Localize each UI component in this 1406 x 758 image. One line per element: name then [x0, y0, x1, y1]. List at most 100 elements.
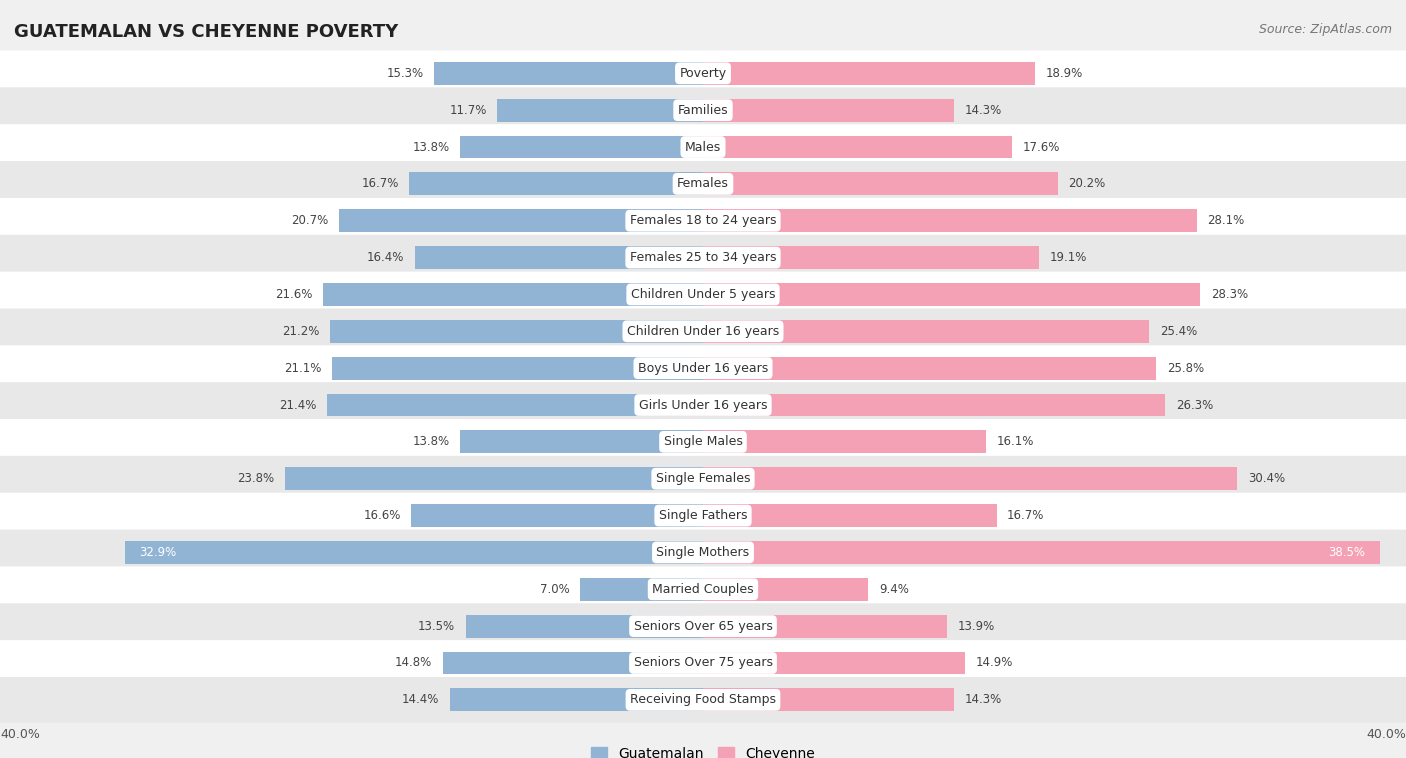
Bar — [703, 541, 1379, 564]
Text: Families: Families — [678, 104, 728, 117]
Text: 21.4%: 21.4% — [278, 399, 316, 412]
Bar — [703, 320, 1150, 343]
Bar — [412, 504, 703, 527]
Text: 40.0%: 40.0% — [0, 728, 39, 741]
Bar — [703, 393, 1166, 416]
Text: 25.8%: 25.8% — [1167, 362, 1204, 374]
Text: Females 25 to 34 years: Females 25 to 34 years — [630, 251, 776, 264]
Text: Children Under 5 years: Children Under 5 years — [631, 288, 775, 301]
FancyBboxPatch shape — [0, 161, 1406, 207]
Bar — [703, 99, 955, 121]
Text: 20.7%: 20.7% — [291, 215, 329, 227]
Text: 9.4%: 9.4% — [879, 583, 908, 596]
Text: 13.9%: 13.9% — [957, 619, 995, 633]
Text: Source: ZipAtlas.com: Source: ZipAtlas.com — [1258, 23, 1392, 36]
Text: 14.8%: 14.8% — [395, 656, 433, 669]
FancyBboxPatch shape — [0, 382, 1406, 428]
Text: 18.9%: 18.9% — [1046, 67, 1083, 80]
FancyBboxPatch shape — [0, 51, 1406, 96]
Bar — [703, 357, 1156, 380]
Bar — [328, 393, 703, 416]
Bar — [285, 467, 703, 490]
Text: Children Under 16 years: Children Under 16 years — [627, 324, 779, 338]
Text: GUATEMALAN VS CHEYENNE POVERTY: GUATEMALAN VS CHEYENNE POVERTY — [14, 23, 398, 41]
Text: 28.1%: 28.1% — [1208, 215, 1244, 227]
Bar — [330, 320, 703, 343]
Text: 14.3%: 14.3% — [965, 104, 1002, 117]
Text: 26.3%: 26.3% — [1175, 399, 1213, 412]
Text: 21.6%: 21.6% — [276, 288, 312, 301]
FancyBboxPatch shape — [0, 530, 1406, 575]
Bar — [703, 467, 1237, 490]
Text: 40.0%: 40.0% — [1367, 728, 1406, 741]
FancyBboxPatch shape — [0, 640, 1406, 686]
Bar — [461, 431, 703, 453]
Text: 17.6%: 17.6% — [1024, 140, 1060, 154]
Text: Males: Males — [685, 140, 721, 154]
Bar — [703, 578, 869, 600]
Text: 25.4%: 25.4% — [1160, 324, 1197, 338]
FancyBboxPatch shape — [0, 456, 1406, 502]
FancyBboxPatch shape — [0, 235, 1406, 280]
Bar — [498, 99, 703, 121]
Bar — [323, 283, 703, 306]
Text: 16.1%: 16.1% — [997, 435, 1033, 449]
FancyBboxPatch shape — [0, 198, 1406, 243]
FancyBboxPatch shape — [0, 493, 1406, 538]
Text: 11.7%: 11.7% — [450, 104, 486, 117]
Text: Single Males: Single Males — [664, 435, 742, 449]
FancyBboxPatch shape — [0, 346, 1406, 391]
Text: 14.4%: 14.4% — [402, 694, 439, 706]
Text: Boys Under 16 years: Boys Under 16 years — [638, 362, 768, 374]
Bar — [443, 652, 703, 675]
Text: 16.4%: 16.4% — [367, 251, 405, 264]
Bar — [703, 209, 1197, 232]
FancyBboxPatch shape — [0, 566, 1406, 612]
Bar — [415, 246, 703, 269]
Bar — [703, 136, 1012, 158]
Bar — [450, 688, 703, 711]
Text: 21.2%: 21.2% — [283, 324, 321, 338]
Text: Girls Under 16 years: Girls Under 16 years — [638, 399, 768, 412]
Text: 15.3%: 15.3% — [387, 67, 423, 80]
Bar — [703, 688, 955, 711]
Bar — [339, 209, 703, 232]
Text: Seniors Over 75 years: Seniors Over 75 years — [634, 656, 772, 669]
Text: 38.5%: 38.5% — [1329, 546, 1365, 559]
Text: Poverty: Poverty — [679, 67, 727, 80]
Bar — [703, 615, 948, 637]
Bar — [703, 652, 965, 675]
FancyBboxPatch shape — [0, 603, 1406, 649]
Text: Married Couples: Married Couples — [652, 583, 754, 596]
Bar — [703, 173, 1057, 196]
FancyBboxPatch shape — [0, 677, 1406, 722]
Text: 7.0%: 7.0% — [540, 583, 569, 596]
Bar — [703, 431, 986, 453]
Text: 28.3%: 28.3% — [1211, 288, 1249, 301]
Text: Females 18 to 24 years: Females 18 to 24 years — [630, 215, 776, 227]
Bar — [703, 246, 1039, 269]
Text: Receiving Food Stamps: Receiving Food Stamps — [630, 694, 776, 706]
Text: 13.8%: 13.8% — [413, 435, 450, 449]
Legend: Guatemalan, Cheyenne: Guatemalan, Cheyenne — [585, 741, 821, 758]
Text: 21.1%: 21.1% — [284, 362, 322, 374]
Text: 32.9%: 32.9% — [139, 546, 176, 559]
Text: Single Fathers: Single Fathers — [659, 509, 747, 522]
Text: 20.2%: 20.2% — [1069, 177, 1105, 190]
FancyBboxPatch shape — [0, 271, 1406, 318]
Text: 14.9%: 14.9% — [976, 656, 1012, 669]
Bar — [465, 615, 703, 637]
FancyBboxPatch shape — [0, 309, 1406, 354]
Text: 30.4%: 30.4% — [1249, 472, 1285, 485]
FancyBboxPatch shape — [0, 419, 1406, 465]
Text: 16.7%: 16.7% — [361, 177, 399, 190]
Bar — [125, 541, 703, 564]
Text: 13.8%: 13.8% — [413, 140, 450, 154]
Text: Females: Females — [678, 177, 728, 190]
Text: 16.7%: 16.7% — [1007, 509, 1045, 522]
Text: Seniors Over 65 years: Seniors Over 65 years — [634, 619, 772, 633]
Text: 13.5%: 13.5% — [418, 619, 456, 633]
Bar — [703, 62, 1035, 85]
Text: 14.3%: 14.3% — [965, 694, 1002, 706]
Text: 23.8%: 23.8% — [238, 472, 274, 485]
